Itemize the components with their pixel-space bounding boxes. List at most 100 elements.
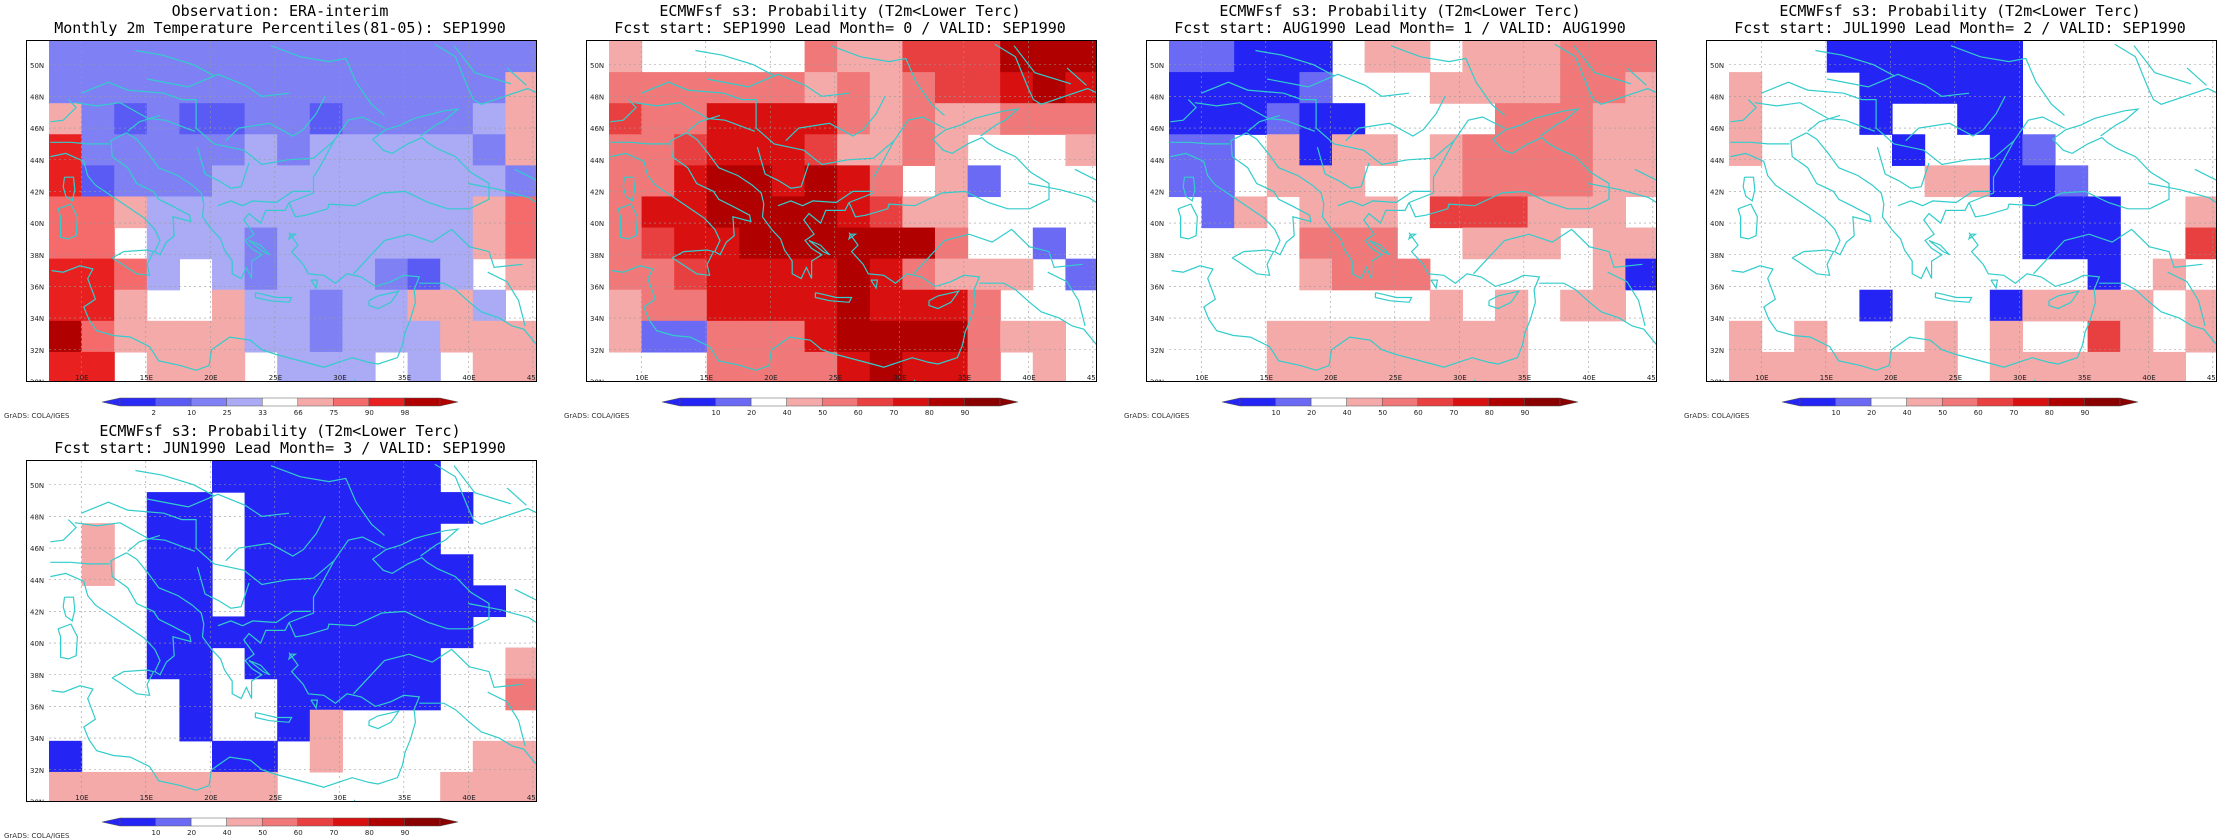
coastline xyxy=(353,799,356,801)
coastline xyxy=(74,522,196,552)
grid-cell xyxy=(804,351,838,381)
grid-cell xyxy=(1000,258,1034,291)
lat-label: 42N xyxy=(1710,188,1724,196)
grid-cell xyxy=(505,320,536,353)
coastline xyxy=(310,279,319,290)
grid-cell xyxy=(1625,72,1656,104)
panel-title: Observation: ERA-interim Monthly 2m Temp… xyxy=(0,3,560,37)
grid-cell xyxy=(1729,72,1763,104)
panel-lead0: ECMWFsf s3: Probability (T2m<Lower Terc)… xyxy=(560,0,1120,420)
colorbar-swatch xyxy=(1381,397,1419,407)
coastline xyxy=(1170,132,1312,256)
grid-cell xyxy=(1794,351,1828,381)
grid-cell xyxy=(1625,41,1656,73)
colorbar: 10 20 40 50 60 70 80 90 xyxy=(101,817,459,837)
lat-label: 44N xyxy=(30,157,44,165)
grid-cell xyxy=(244,461,278,493)
grid-cell xyxy=(2120,351,2154,381)
coastline xyxy=(50,552,192,676)
grid-cell xyxy=(1169,103,1203,135)
coastline xyxy=(2167,271,2206,327)
lon-label: 20E xyxy=(204,794,217,802)
grid-cell xyxy=(935,196,969,229)
grid-cell xyxy=(1266,41,1300,73)
coastline xyxy=(453,465,512,505)
colorbar-label: 70 xyxy=(1449,409,1458,417)
grid-cell xyxy=(739,289,773,322)
coastline xyxy=(1231,249,1275,276)
grid-cell xyxy=(114,134,148,166)
grid-cell xyxy=(375,647,409,680)
grid-cell xyxy=(1065,258,1096,291)
grid-cell xyxy=(902,134,936,166)
grid-cell xyxy=(1429,289,1463,322)
coastline xyxy=(310,699,319,710)
grid-cell xyxy=(1592,134,1626,166)
grid-cell xyxy=(114,41,148,73)
grid-cell xyxy=(472,320,506,353)
coastline xyxy=(2048,290,2081,310)
colorbar: 10 20 40 50 60 70 80 90 xyxy=(661,397,1019,417)
grid-cell xyxy=(212,227,246,260)
grid-cell xyxy=(1462,196,1496,229)
colorbar-label: 80 xyxy=(1485,409,1494,417)
colorbar-label: 33 xyxy=(258,409,267,417)
grid-cell xyxy=(1266,320,1300,353)
grid-cell xyxy=(1527,227,1561,260)
lon-label: 30E xyxy=(333,794,346,802)
grid-cell xyxy=(277,492,311,524)
grid-cell xyxy=(1201,165,1235,198)
lon-label: 15E xyxy=(1260,374,1273,382)
grid-cell xyxy=(309,320,343,353)
grid-cell xyxy=(212,165,246,198)
coastline xyxy=(1194,102,1316,132)
grid-cell xyxy=(1000,320,1034,353)
grid-cell xyxy=(375,196,409,229)
grid-cell xyxy=(1527,72,1561,104)
grid-cell xyxy=(1397,258,1431,291)
grid-cell xyxy=(472,289,506,322)
coastline xyxy=(1607,271,1646,327)
grid-cell xyxy=(1892,72,1926,104)
coastline xyxy=(254,292,293,303)
coastline xyxy=(434,463,536,525)
colorbar-label: 80 xyxy=(2045,409,2054,417)
coastline xyxy=(830,45,945,116)
grid-cell xyxy=(309,289,343,322)
coastline xyxy=(610,132,752,256)
grid-cell xyxy=(212,461,246,493)
coastline xyxy=(1345,96,1446,142)
grid-cell xyxy=(1859,72,1893,104)
grid-cell xyxy=(212,740,246,773)
coastline xyxy=(57,203,79,240)
grid-cell xyxy=(309,647,343,680)
grid-cell xyxy=(146,134,180,166)
grid-cell xyxy=(2022,196,2056,229)
grid-cell xyxy=(1429,165,1463,198)
grid-cell xyxy=(1957,165,1991,198)
coastline xyxy=(287,653,298,661)
grid-cell xyxy=(505,740,536,773)
grid-cell xyxy=(244,740,278,773)
coastline xyxy=(62,176,76,202)
coastline xyxy=(81,81,335,166)
lat-label: 38N xyxy=(1710,252,1724,260)
grid-cell xyxy=(739,134,773,166)
grid-cell xyxy=(772,351,806,381)
grid-cell xyxy=(1729,320,1763,353)
grid-cell xyxy=(1266,134,1300,166)
grid-cell xyxy=(1495,196,1529,229)
grid-cell xyxy=(179,492,213,524)
colorbar-swatch xyxy=(1870,397,1907,407)
grid-cell xyxy=(2185,289,2216,322)
lon-label: 10E xyxy=(75,374,88,382)
coastline xyxy=(1990,279,1999,290)
grid-cell xyxy=(674,165,708,198)
lat-label: 38N xyxy=(1150,252,1164,260)
grid-cell xyxy=(1892,351,1926,381)
coastline xyxy=(777,190,871,207)
coastline xyxy=(611,232,981,371)
colorbar-label: 40 xyxy=(223,829,232,837)
coastline xyxy=(617,203,639,240)
coastline xyxy=(1737,203,1759,240)
